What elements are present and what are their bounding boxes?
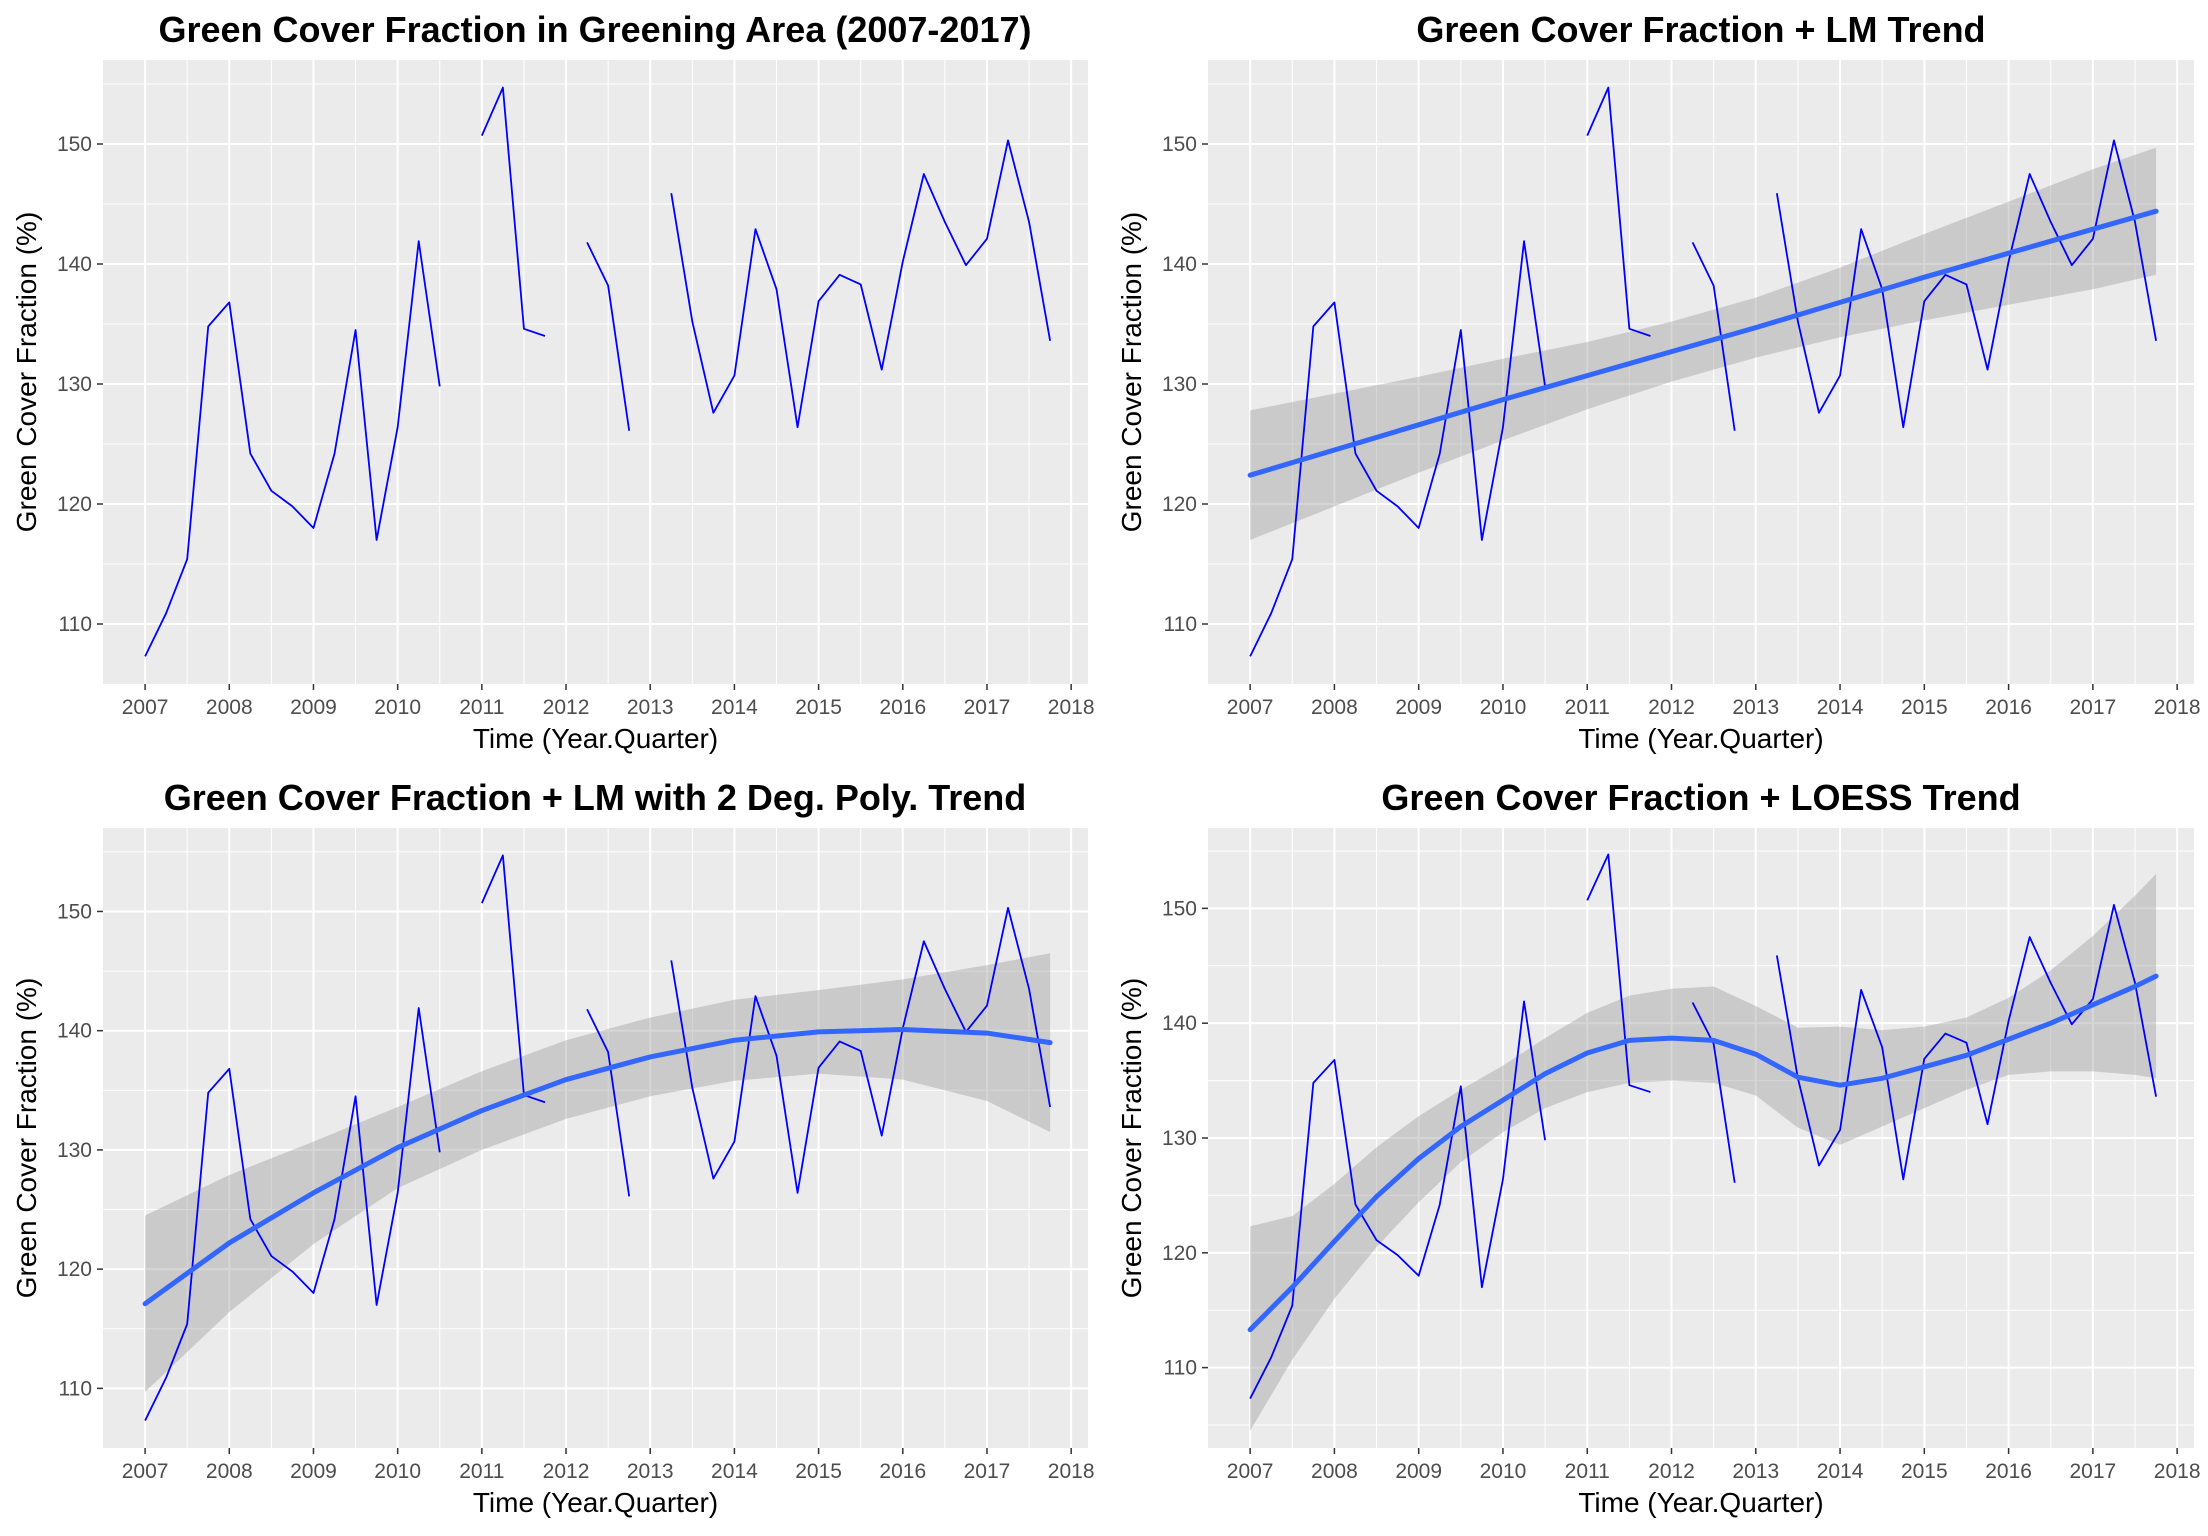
y-tick-label: 120 — [57, 1258, 92, 1281]
series-line — [144, 86, 1052, 657]
chart-panel-2: 2007 2008 2009 2010 2011 2012 2013 2014 2015 2016… — [1116, 9, 2201, 754]
trend-line — [1247, 973, 2159, 1333]
x-tick-label: 2010 — [1480, 1460, 1527, 1483]
y-tick-label: 130 — [1162, 1127, 1197, 1150]
x-tick-label: 2009 — [290, 1460, 337, 1483]
x-tick-label: 2011 — [1565, 1460, 1610, 1483]
y-tick-label: 110 — [59, 1377, 92, 1400]
x-tick-label: 2013 — [1732, 1460, 1779, 1483]
x-tick-label: 2018 — [1048, 696, 1095, 719]
x-tick-label: 2014 — [711, 696, 758, 719]
y-tick-label: 140 — [1162, 253, 1197, 276]
x-tick-label: 2008 — [1311, 1460, 1358, 1483]
x-tick-label: 2012 — [543, 1460, 590, 1483]
chart-title: Green Cover Fraction in Greening Area (2… — [159, 9, 1032, 50]
y-axis-title: Green Cover Fraction (%) — [11, 978, 42, 1299]
y-tick-label: 110 — [59, 613, 92, 636]
series-line — [1249, 86, 2157, 657]
confidence-band — [145, 953, 1051, 1392]
x-tick-label: 2010 — [374, 696, 421, 719]
x-tick-label: 2014 — [1817, 696, 1864, 719]
x-axis-title: Time (Year.Quarter) — [473, 1487, 718, 1518]
x-tick-label: 2016 — [879, 1460, 926, 1483]
x-tick-label: 2012 — [1648, 1460, 1695, 1483]
x-tick-label: 2015 — [795, 696, 842, 719]
trend-line — [142, 1027, 1053, 1307]
x-tick-label: 2013 — [1732, 696, 1779, 719]
y-tick-label: 140 — [57, 253, 92, 276]
x-tick-label: 2016 — [1985, 1460, 2032, 1483]
x-tick-label: 2009 — [1395, 696, 1442, 719]
y-tick-label: 120 — [57, 493, 92, 516]
x-tick-label: 2018 — [2154, 696, 2201, 719]
x-tick-label: 2015 — [795, 1460, 842, 1483]
y-tick-label: 150 — [57, 900, 92, 923]
confidence-band — [1250, 873, 2157, 1431]
plot-background — [1208, 60, 2194, 684]
y-tick-label: 130 — [57, 1139, 92, 1162]
x-tick-label: 2013 — [627, 696, 674, 719]
x-tick-label: 2018 — [1048, 1460, 1095, 1483]
y-tick-label: 120 — [1162, 1242, 1197, 1265]
x-tick-label: 2009 — [1395, 1460, 1442, 1483]
y-tick-label: 120 — [1162, 493, 1197, 516]
x-tick-label: 2016 — [879, 696, 926, 719]
x-tick-label: 2011 — [459, 1460, 504, 1483]
x-tick-label: 2014 — [1817, 1460, 1864, 1483]
x-tick-label: 2013 — [627, 1460, 674, 1483]
series-line — [1249, 853, 2157, 1400]
y-tick-label: 110 — [1164, 613, 1197, 636]
chart-title: Green Cover Fraction + LOESS Trend — [1381, 777, 2020, 818]
plot-background — [103, 828, 1088, 1448]
x-tick-label: 2011 — [459, 696, 504, 719]
x-axis-title: Time (Year.Quarter) — [473, 723, 718, 754]
x-axis-title: Time (Year.Quarter) — [1578, 1487, 1823, 1518]
x-tick-label: 2010 — [1480, 696, 1527, 719]
chart-panel-1: 2007 2008 2009 2010 2011 2012 2013 2014 2015 2016… — [11, 9, 1095, 754]
x-tick-label: 2017 — [2070, 1460, 2117, 1483]
y-tick-label: 150 — [1162, 897, 1197, 920]
x-tick-label: 2014 — [711, 1460, 758, 1483]
y-tick-label: 150 — [57, 133, 92, 156]
x-tick-label: 2015 — [1901, 696, 1948, 719]
x-tick-label: 2012 — [1648, 696, 1695, 719]
x-tick-label: 2007 — [122, 1460, 169, 1483]
x-tick-label: 2007 — [1227, 696, 1274, 719]
x-axis-title: Time (Year.Quarter) — [1578, 723, 1823, 754]
y-axis-title: Green Cover Fraction (%) — [1116, 978, 1147, 1299]
y-axis-title: Green Cover Fraction (%) — [11, 212, 42, 533]
series-line — [144, 854, 1052, 1421]
x-tick-label: 2018 — [2154, 1460, 2201, 1483]
x-tick-label: 2016 — [1985, 696, 2032, 719]
y-tick-label: 140 — [57, 1020, 92, 1043]
x-tick-label: 2008 — [206, 1460, 253, 1483]
x-tick-label: 2007 — [122, 696, 169, 719]
x-tick-label: 2017 — [964, 1460, 1011, 1483]
y-tick-label: 130 — [57, 373, 92, 396]
x-tick-label: 2011 — [1565, 696, 1610, 719]
x-tick-label: 2009 — [290, 696, 337, 719]
x-tick-label: 2017 — [964, 696, 1011, 719]
chart-title: Green Cover Fraction + LM with 2 Deg. Po… — [164, 777, 1027, 818]
x-tick-label: 2017 — [2070, 696, 2117, 719]
x-tick-label: 2007 — [1227, 1460, 1274, 1483]
y-tick-label: 110 — [1164, 1357, 1197, 1380]
chart-title: Green Cover Fraction + LM Trend — [1416, 9, 1985, 50]
x-tick-label: 2008 — [1311, 696, 1358, 719]
x-tick-label: 2010 — [374, 1460, 421, 1483]
x-tick-label: 2012 — [543, 696, 590, 719]
y-tick-label: 140 — [1162, 1012, 1197, 1035]
y-axis-title: Green Cover Fraction (%) — [1116, 212, 1147, 533]
plot-background — [103, 60, 1088, 684]
trend-line — [1247, 208, 2159, 478]
chart-panel-3: 2007 2008 2009 2010 2011 2012 2013 2014 2015 2016… — [11, 777, 1095, 1518]
x-tick-label: 2008 — [206, 696, 253, 719]
chart-panel-4: 2007 2008 2009 2010 2011 2012 2013 2014 2015 2016… — [1116, 777, 2201, 1518]
y-tick-label: 130 — [1162, 373, 1197, 396]
y-tick-label: 150 — [1162, 133, 1197, 156]
x-tick-label: 2015 — [1901, 1460, 1948, 1483]
